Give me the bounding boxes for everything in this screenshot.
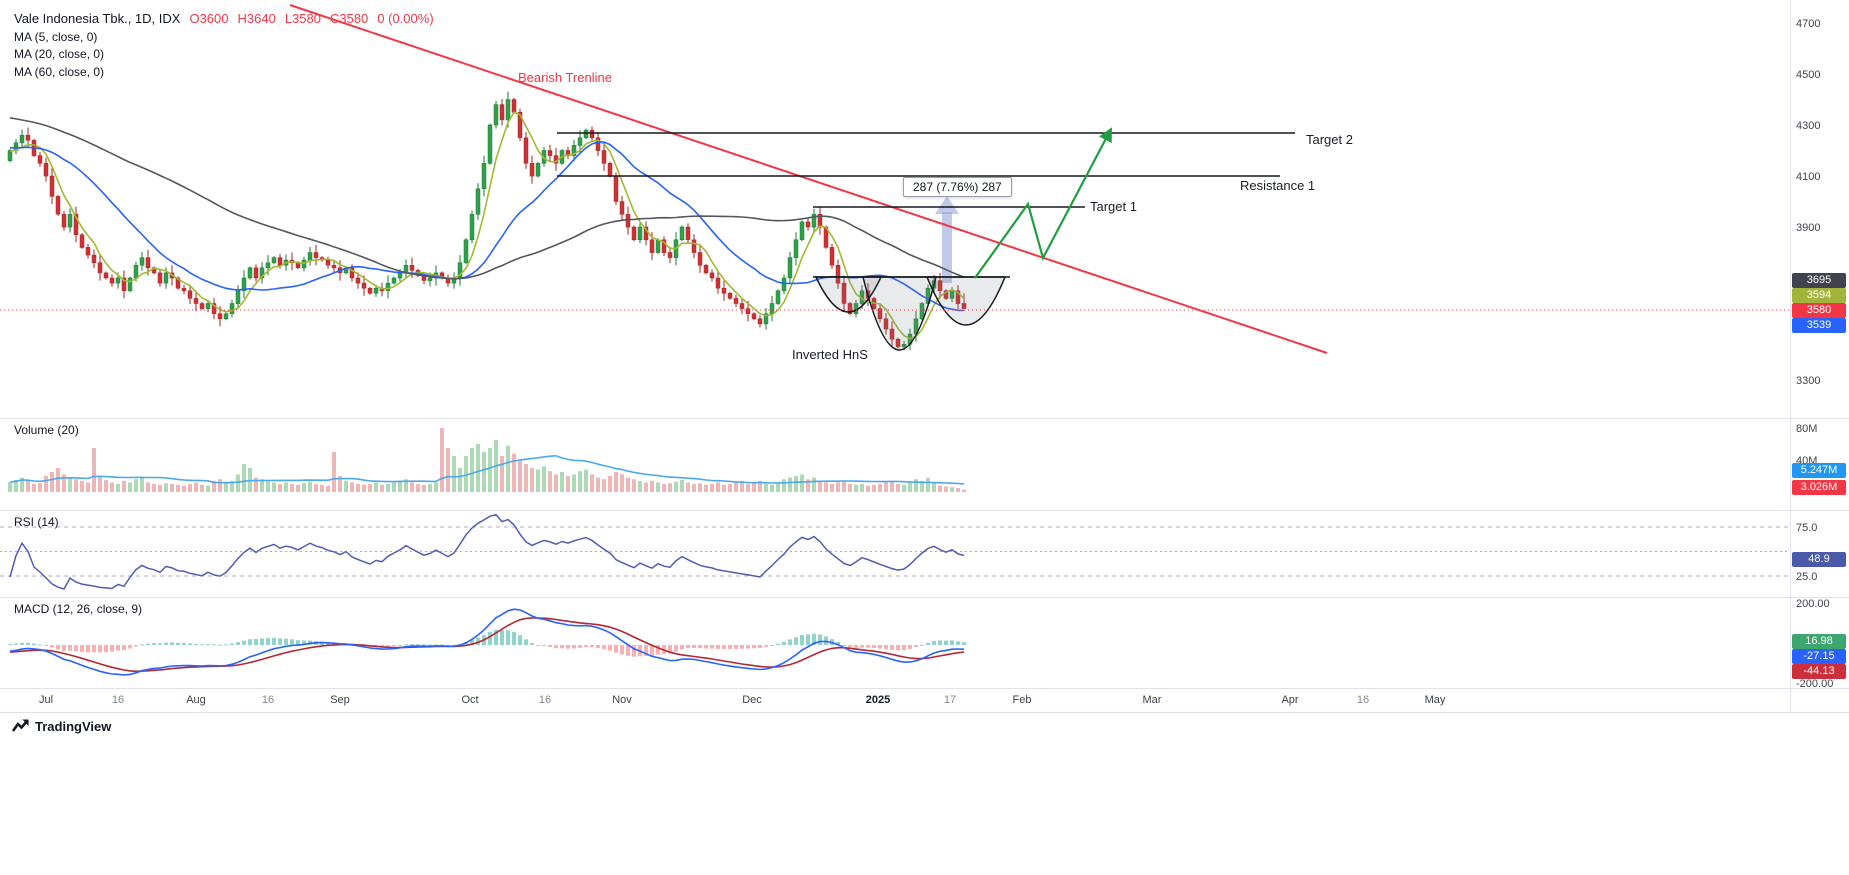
measure-label[interactable]: 287 (7.76%) 287 [903,177,1012,197]
time-axis-label: 16 [538,694,552,706]
macd-line[interactable] [9,608,965,676]
target-1-label[interactable]: Target 1 [1090,199,1137,214]
inverted-hns-label[interactable]: Inverted HnS [792,347,868,362]
volume-ma-line[interactable] [9,454,965,485]
time-axis-label: 16 [111,694,125,706]
time-axis-label: Apr [1281,694,1299,706]
pane-separators [0,0,1849,713]
bearish-trendline[interactable] [289,4,1328,354]
last-price-badge: 3580 [1792,302,1846,318]
ohlc-value: 0 (0.00%) [377,11,434,26]
price-axis-label: 3300 [1796,375,1820,387]
time-axis-label: 16 [1356,694,1370,706]
price-axis-label: 4500 [1796,69,1820,81]
ohlc-values: O3600 H3640 L3580 C3580 0 (0.00%) [189,11,442,26]
resistance-1-label[interactable]: Resistance 1 [1240,178,1316,193]
time-axis-label: Mar [1142,694,1162,706]
time-axis-label: 2025 [865,694,891,706]
ohlc-value: C3580 [329,11,369,26]
ma20-legend-row[interactable]: MA (20, close, 0) [14,47,105,61]
time-axis-label: Feb [1012,694,1032,706]
ohlc-value: O3600 [189,11,229,26]
rsi-line[interactable] [9,513,965,590]
ma20-price-badge: 3539 [1792,317,1846,333]
tradingview-logo [12,719,29,732]
macd-axis-label: 200.00 [1796,598,1830,610]
macd-hist-badge: 16.98 [1792,633,1846,649]
volume-ma-badge: 5.247M [1792,462,1846,478]
ma60-legend-row[interactable]: MA (60, close, 0) [14,64,105,79]
macd-line-badge: -27.15 [1792,648,1846,664]
rsi-pane-label[interactable]: RSI (14) [14,515,59,529]
macd-pane-label[interactable]: MACD (12, 26, close, 9) [14,602,143,616]
time-axis-label: 17 [943,694,957,706]
measure-arrow[interactable] [935,196,959,283]
ma-60-line[interactable] [9,117,965,280]
time-axis-label: Oct [461,694,479,706]
macd-signal-badge: -44.13 [1792,663,1846,679]
ma5-legend-row[interactable]: MA (5, close, 0) [14,29,98,44]
ohlc-value: H3640 [237,11,276,26]
symbol-legend-row[interactable]: Vale Indonesia Tbk., 1D, IDX O3600 H3640 L… [14,11,443,26]
time-axis-label: Nov [612,694,632,706]
bearish-trendline-label[interactable]: Bearish Trenline [518,70,612,85]
time-axis-label: Jul [38,694,54,706]
ohlc-value: L3580 [284,11,321,26]
volume-value-badge: 3.026M [1792,479,1846,495]
rsi-axis-label: 75.0 [1796,522,1817,534]
ma-5-line[interactable] [9,111,965,340]
hns-arc-3[interactable] [925,276,1007,326]
macd-axis-label: -200.00 [1796,678,1833,690]
projection-path[interactable] [974,127,1113,279]
volume-layer [8,428,966,492]
volume-axis-label: 80M [1796,423,1817,435]
macd-layer [8,608,966,676]
symbol-title[interactable]: Vale Indonesia Tbk., 1D, IDX [14,11,181,26]
volume-pane-label[interactable]: Volume (20) [14,423,79,437]
target-2-label[interactable]: Target 2 [1306,132,1353,147]
ma5-price-badge: 3594 [1792,287,1846,303]
tradingview-attribution[interactable]: TradingView [12,719,111,734]
time-axis-label: Sep [330,694,350,706]
time-axis-label: Aug [186,694,206,706]
price-axis-label: 4100 [1796,171,1820,183]
rsi-axis-label: 25.0 [1796,571,1817,583]
chart-legend[interactable]: Vale Indonesia Tbk., 1D, IDX O3600 H3640 L… [14,11,443,79]
attribution-text: TradingView [35,719,112,734]
ma-20-line[interactable] [9,141,965,312]
time-axis-label: Dec [742,694,762,706]
time-axis-label: 16 [261,694,275,706]
rsi-value-badge: 48.9 [1792,551,1846,567]
time-axis-label: May [1424,694,1446,706]
macd-signal-line[interactable] [9,617,965,673]
ma60-price-badge: 3695 [1792,272,1846,288]
price-axis-label: 4700 [1796,18,1820,30]
hns-arc-2[interactable] [862,276,937,351]
price-axis-label: 4300 [1796,120,1820,132]
price-axis-label: 3900 [1796,222,1820,234]
